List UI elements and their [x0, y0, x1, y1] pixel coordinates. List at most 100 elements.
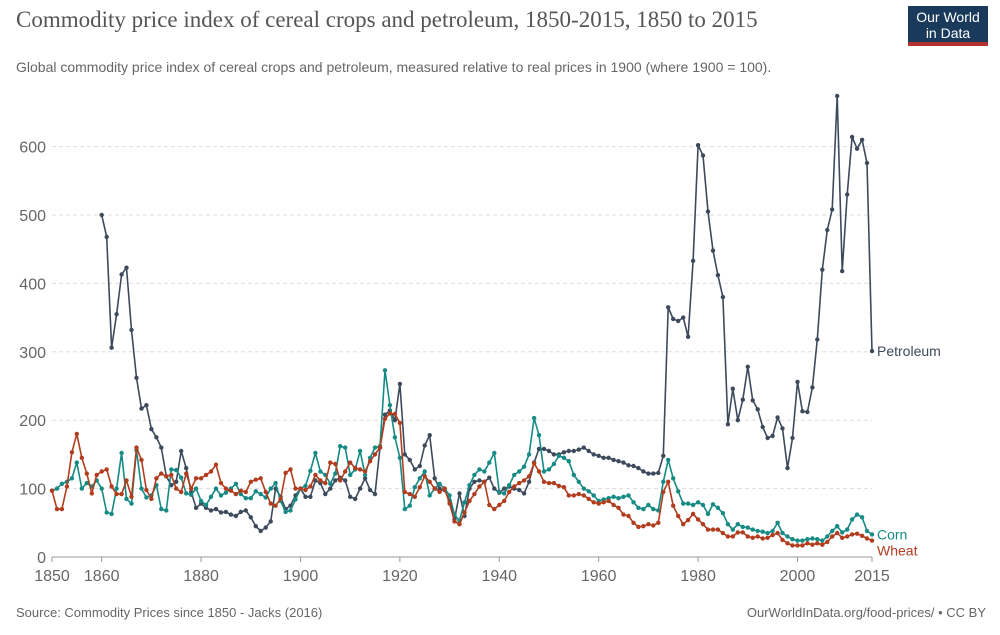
- point-corn-1949: [541, 469, 547, 474]
- point-petroleum-2007: [830, 207, 835, 212]
- point-wheat-1908: [338, 478, 343, 483]
- point-corn-1944: [517, 469, 522, 474]
- x-tick-label-1960: 1960: [581, 568, 617, 585]
- point-wheat-1987: [730, 534, 735, 539]
- x-tick-label-1940: 1940: [481, 568, 517, 585]
- point-corn-1925: [422, 469, 427, 474]
- point-wheat-1975: [671, 503, 676, 508]
- point-corn-1909: [343, 445, 348, 450]
- point-petroleum-1955: [571, 448, 576, 454]
- point-petroleum-1999: [790, 435, 795, 441]
- point-wheat-1864: [119, 491, 124, 497]
- point-wheat-1886: [228, 488, 234, 493]
- point-petroleum-1975: [671, 316, 676, 322]
- point-petroleum-1966: [626, 463, 631, 468]
- point-wheat-1977: [681, 522, 686, 527]
- point-wheat-1862: [109, 484, 114, 489]
- point-petroleum-1956: [576, 447, 581, 452]
- point-corn-1938: [487, 460, 492, 465]
- point-wheat-1895: [273, 503, 278, 508]
- point-corn-1959: [591, 493, 596, 498]
- point-wheat-1928: [437, 489, 442, 495]
- point-petroleum-2005: [820, 267, 825, 272]
- point-corn-1939: [492, 450, 497, 456]
- point-wheat-1893: [263, 489, 268, 495]
- point-wheat-1961: [601, 500, 606, 505]
- point-corn-1883: [213, 486, 219, 491]
- point-wheat-2013: [859, 533, 865, 538]
- point-petroleum-1969: [641, 469, 646, 474]
- point-petroleum-1979: [690, 258, 696, 263]
- point-wheat-1889: [243, 489, 248, 495]
- point-corn-1856: [79, 486, 85, 491]
- point-wheat-1868: [139, 457, 144, 463]
- point-wheat-1981: [700, 522, 706, 527]
- point-wheat-2006: [825, 539, 830, 545]
- point-corn-1987: [730, 527, 735, 532]
- point-wheat-1897: [283, 470, 288, 476]
- point-corn-1903: [313, 450, 318, 456]
- point-wheat-1901: [303, 487, 308, 493]
- point-corn-2009: [840, 530, 845, 535]
- point-wheat-1946: [526, 474, 532, 479]
- point-corn-1901: [303, 483, 308, 489]
- point-wheat-1918: [387, 411, 393, 416]
- source-note[interactable]: Source: Commodity Prices since 1850 - Ja…: [16, 605, 323, 620]
- point-petroleum-1890: [248, 515, 253, 520]
- credit-link[interactable]: OurWorldInData.org/food-prices/ • CC BY: [746, 605, 986, 620]
- point-corn-1881: [203, 502, 209, 508]
- line-chart: 0 100 200 300 400 500 600 1850 1860 1880 1900 1920 1…: [19, 93, 941, 585]
- x-tick-label-1850: 1850: [34, 568, 70, 585]
- point-wheat-1872: [159, 471, 164, 476]
- point-corn-1951: [551, 461, 557, 467]
- point-wheat-1860: [99, 469, 104, 474]
- point-wheat-1892: [258, 476, 263, 481]
- point-corn-1971: [651, 506, 656, 512]
- point-corn-2003: [810, 536, 815, 541]
- point-petroleum-1986: [725, 422, 731, 427]
- point-petroleum-1977: [681, 315, 686, 320]
- point-corn-1861: [104, 510, 109, 515]
- point-petroleum-1989: [740, 397, 745, 402]
- point-wheat-1980: [695, 517, 701, 522]
- point-wheat-1979: [690, 511, 696, 517]
- point-corn-1997: [780, 530, 785, 536]
- point-wheat-1990: [745, 534, 750, 539]
- point-corn-2010: [845, 527, 850, 532]
- point-corn-1989: [740, 524, 745, 530]
- point-petroleum-1983: [710, 248, 716, 253]
- point-wheat-1939: [492, 506, 497, 512]
- point-wheat-1948: [536, 469, 542, 474]
- point-corn-1889: [243, 496, 248, 501]
- point-corn-1973: [661, 479, 666, 484]
- point-petroleum-1987: [730, 386, 735, 391]
- point-corn-1994: [765, 530, 770, 536]
- point-petroleum-1939: [492, 486, 497, 491]
- point-petroleum-2015: [869, 348, 875, 354]
- point-petroleum-2008: [835, 93, 840, 99]
- point-wheat-1876: [179, 489, 184, 495]
- y-tick-label-200: 200: [19, 413, 46, 430]
- point-wheat-1929: [442, 486, 447, 491]
- point-petroleum-2000: [795, 379, 800, 385]
- owid-logo[interactable]: Our World in Data: [908, 6, 988, 46]
- point-petroleum-1994: [765, 435, 770, 441]
- point-wheat-1853: [64, 484, 70, 489]
- point-corn-1955: [571, 472, 576, 478]
- point-corn-1854: [69, 476, 75, 481]
- point-corn-1988: [735, 522, 740, 527]
- point-petroleum-1954: [566, 448, 571, 454]
- point-petroleum-1972: [656, 470, 661, 476]
- point-petroleum-1889: [243, 508, 248, 513]
- point-wheat-2002: [805, 541, 810, 546]
- point-petroleum-1913: [362, 476, 368, 481]
- point-wheat-1877: [184, 471, 189, 476]
- point-petroleum-1927: [432, 476, 437, 481]
- point-wheat-1960: [596, 501, 601, 506]
- point-petroleum-1923: [412, 467, 417, 472]
- point-wheat-2007: [830, 534, 835, 539]
- point-wheat-1870: [149, 496, 154, 502]
- point-corn-1928: [437, 481, 442, 486]
- point-corn-1983: [710, 502, 716, 507]
- point-petroleum-1957: [581, 445, 586, 450]
